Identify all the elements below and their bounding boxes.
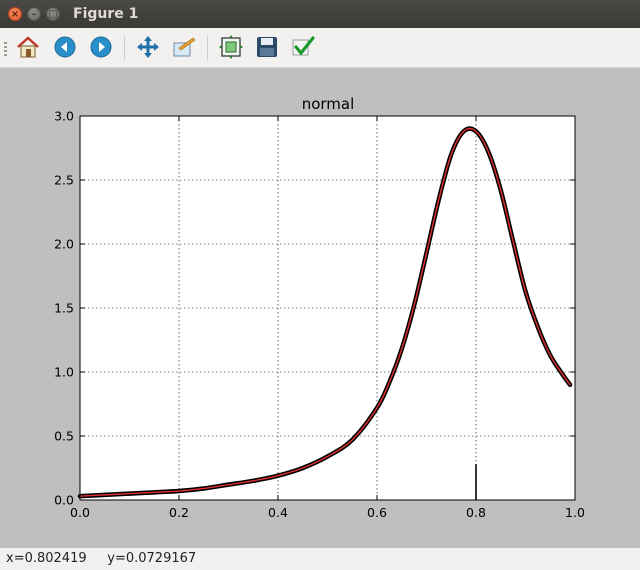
y-tick-label: 0.0: [54, 493, 74, 508]
y-tick-label: 2.0: [54, 237, 74, 252]
pan-button[interactable]: [135, 34, 161, 60]
title-bar: × – □ Figure 1: [0, 0, 640, 28]
plot-title: normal: [301, 95, 355, 113]
arrow-left-icon: [54, 36, 76, 58]
x-tick-label: 0.6: [367, 505, 387, 520]
edit-parameters-button[interactable]: [290, 34, 316, 60]
maximize-window-button[interactable]: □: [46, 7, 60, 21]
toolbar: [0, 28, 640, 68]
toolbar-separator: [124, 36, 125, 60]
floppy-disk-icon: [257, 37, 277, 57]
y-tick-label: 0.5: [54, 429, 74, 444]
zoom-rect-icon: [173, 37, 196, 57]
y-tick-label: 2.5: [54, 173, 74, 188]
close-window-button[interactable]: ×: [8, 7, 22, 21]
home-icon: [17, 36, 39, 58]
arrow-right-icon: [90, 36, 112, 58]
toolbar-separator: [207, 36, 208, 60]
subplots-icon: [219, 35, 243, 59]
toolbar-grip[interactable]: [4, 42, 7, 56]
zoom-button[interactable]: [171, 34, 197, 60]
status-bar: x=0.802419 y=0.0729167: [0, 548, 640, 570]
home-button[interactable]: [15, 34, 41, 60]
x-tick-label: 0.4: [268, 505, 288, 520]
x-tick-label: 0.0: [70, 505, 90, 520]
save-button[interactable]: [254, 34, 280, 60]
y-tick-label: 1.0: [54, 365, 74, 380]
x-tick-label: 1.0: [565, 505, 585, 520]
checkmark-icon: [292, 36, 315, 56]
series-line: [79, 127, 571, 497]
forward-button[interactable]: [88, 34, 114, 60]
back-button[interactable]: [52, 34, 78, 60]
figure-canvas[interactable]: normal 0.0 0.2 0.4 0.6 0.8 1.0 0.0 0.5 1.0 1.5 2.0…: [0, 68, 640, 548]
x-tick-label: 0.2: [169, 505, 189, 520]
cursor-coordinates: x=0.802419 y=0.0729167: [6, 551, 197, 566]
y-tick-label: 3.0: [54, 109, 74, 124]
move-arrows-icon: [137, 36, 159, 58]
chart[interactable]: 0.0 0.2 0.4 0.6 0.8 1.0 0.0 0.5 1.0 1.5 2.0 2.5 3.0: [0, 68, 640, 548]
x-tick-label: 0.8: [466, 505, 486, 520]
y-tick-label: 1.5: [54, 301, 74, 316]
minimize-window-button[interactable]: –: [27, 7, 41, 21]
window-title: Figure 1: [73, 6, 139, 22]
subplots-button[interactable]: [218, 34, 244, 60]
